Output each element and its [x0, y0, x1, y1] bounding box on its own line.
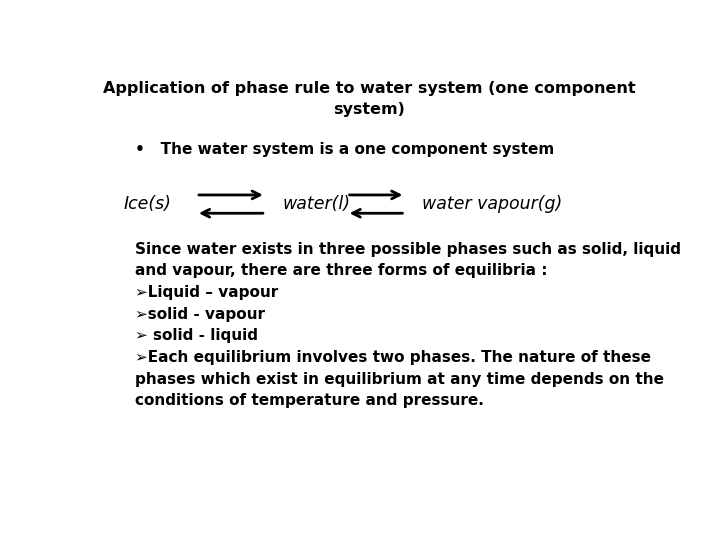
Text: water(l): water(l) [282, 195, 351, 213]
Text: Application of phase rule to water system (one component
system): Application of phase rule to water syste… [103, 82, 635, 117]
Text: ➢ solid - liquid: ➢ solid - liquid [135, 328, 258, 343]
Text: •   The water system is a one component system: • The water system is a one component sy… [135, 141, 554, 157]
Text: water vapour(g): water vapour(g) [422, 195, 562, 213]
Text: ➢Each equilibrium involves two phases. The nature of these
phases which exist in: ➢Each equilibrium involves two phases. T… [135, 350, 664, 408]
Text: ➢Liquid – vapour: ➢Liquid – vapour [135, 285, 278, 300]
Text: Ice(s): Ice(s) [124, 195, 171, 213]
Text: ➢solid - vapour: ➢solid - vapour [135, 307, 265, 322]
Text: Since water exists in three possible phases such as solid, liquid
and vapour, th: Since water exists in three possible pha… [135, 241, 680, 278]
